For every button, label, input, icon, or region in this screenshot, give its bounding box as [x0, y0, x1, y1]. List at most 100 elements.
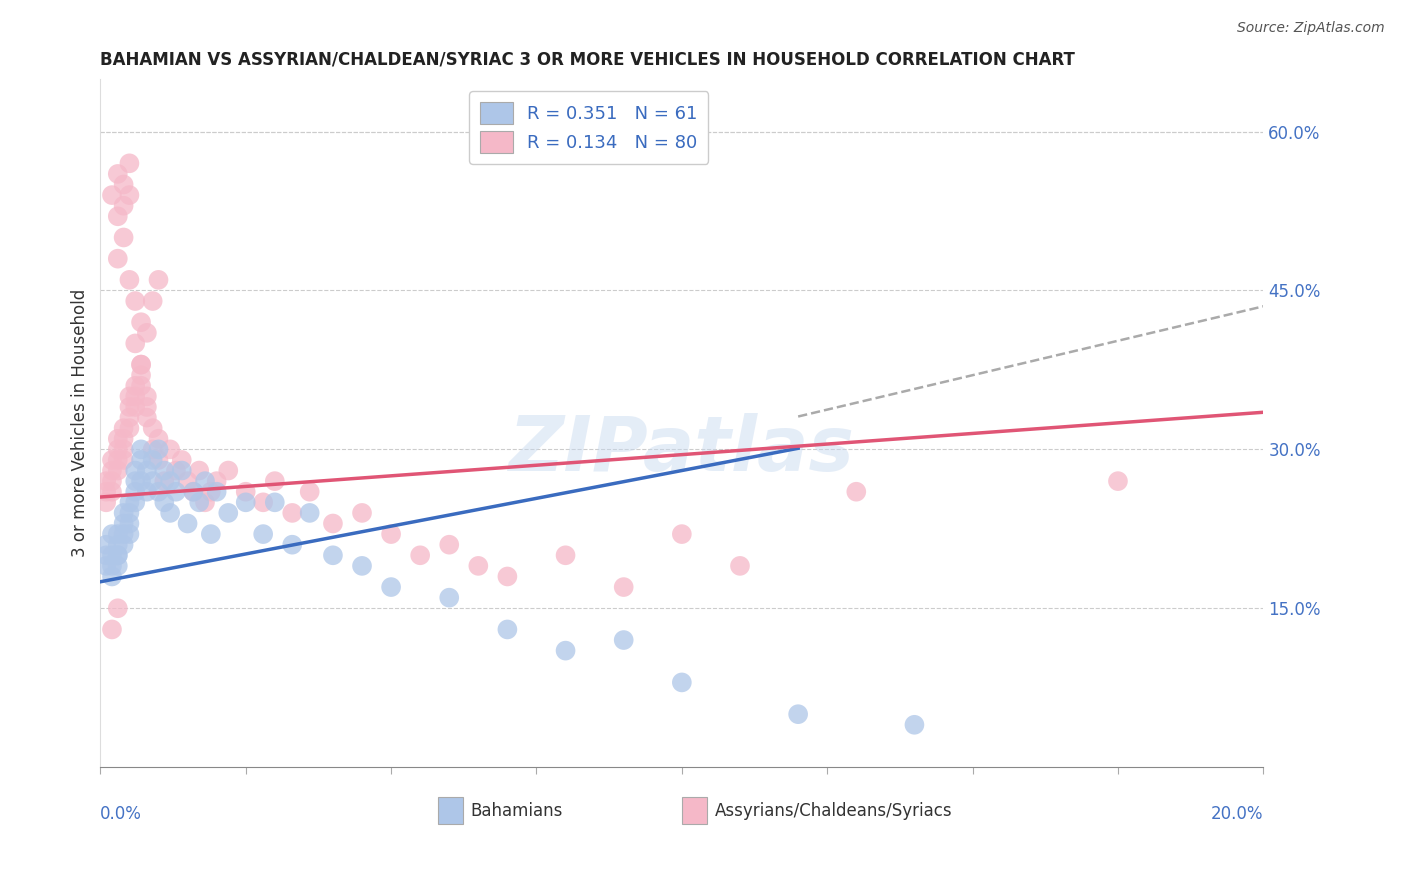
Point: [135, 400, 157, 414]
Point: [124, 464, 146, 478]
Point: [107, 167, 129, 181]
Point: [613, 580, 636, 594]
Point: [124, 474, 146, 488]
Point: [118, 421, 141, 435]
Point: [96, 474, 118, 488]
Text: Assyrians/Chaldeans/Syriacs: Assyrians/Chaldeans/Syriacs: [714, 802, 952, 820]
Point: [118, 516, 141, 531]
Point: [281, 506, 304, 520]
Point: [194, 474, 217, 488]
Point: [1107, 474, 1129, 488]
Point: [107, 558, 129, 573]
FancyBboxPatch shape: [437, 797, 463, 823]
Point: [554, 643, 576, 657]
Point: [165, 484, 187, 499]
Point: [409, 549, 432, 563]
Point: [200, 484, 222, 499]
Point: [101, 474, 124, 488]
Point: [112, 538, 135, 552]
Point: [165, 464, 187, 478]
Point: [205, 474, 228, 488]
Point: [170, 464, 193, 478]
Point: [153, 474, 176, 488]
Point: [129, 358, 152, 372]
Point: [159, 506, 181, 520]
Point: [107, 549, 129, 563]
Point: [118, 506, 141, 520]
Point: [96, 495, 118, 509]
Point: [142, 442, 165, 457]
Point: [159, 474, 181, 488]
Point: [496, 623, 519, 637]
Point: [112, 432, 135, 446]
Point: [159, 442, 181, 457]
Point: [252, 495, 274, 509]
Point: [135, 464, 157, 478]
Point: [118, 527, 141, 541]
Point: [205, 484, 228, 499]
Point: [124, 389, 146, 403]
Point: [129, 442, 152, 457]
Point: [671, 675, 693, 690]
Point: [148, 442, 170, 457]
Point: [142, 453, 165, 467]
Point: [101, 453, 124, 467]
Y-axis label: 3 or more Vehicles in Household: 3 or more Vehicles in Household: [72, 289, 89, 557]
Point: [101, 464, 124, 478]
Point: [112, 516, 135, 531]
Point: [142, 293, 165, 308]
Point: [129, 315, 152, 329]
Point: [107, 442, 129, 457]
Point: [124, 400, 146, 414]
Point: [350, 506, 373, 520]
Point: [148, 484, 170, 499]
Point: [118, 389, 141, 403]
Point: [107, 453, 129, 467]
FancyBboxPatch shape: [682, 797, 707, 823]
Point: [96, 538, 118, 552]
Point: [107, 432, 129, 446]
Point: [107, 252, 129, 266]
Point: [129, 474, 152, 488]
Point: [118, 410, 141, 425]
Point: [135, 326, 157, 340]
Point: [112, 230, 135, 244]
Point: [298, 484, 321, 499]
Point: [112, 178, 135, 192]
Point: [380, 580, 402, 594]
Point: [148, 273, 170, 287]
Point: [380, 527, 402, 541]
Point: [183, 484, 205, 499]
Point: [188, 464, 211, 478]
Point: [124, 495, 146, 509]
Point: [124, 336, 146, 351]
Point: [129, 358, 152, 372]
Point: [439, 538, 461, 552]
Point: [101, 558, 124, 573]
Point: [263, 495, 285, 509]
Point: [217, 506, 239, 520]
Point: [148, 453, 170, 467]
Point: [118, 188, 141, 202]
Point: [107, 549, 129, 563]
Point: [787, 707, 810, 722]
Point: [671, 527, 693, 541]
Point: [496, 569, 519, 583]
Point: [112, 199, 135, 213]
Point: [96, 549, 118, 563]
Point: [107, 209, 129, 223]
Point: [112, 506, 135, 520]
Point: [112, 453, 135, 467]
Point: [118, 156, 141, 170]
Point: [112, 527, 135, 541]
Text: Source: ZipAtlas.com: Source: ZipAtlas.com: [1237, 21, 1385, 35]
Point: [107, 527, 129, 541]
Point: [107, 538, 129, 552]
Point: [845, 484, 868, 499]
Point: [298, 506, 321, 520]
Point: [135, 410, 157, 425]
Point: [322, 516, 344, 531]
Text: Bahamians: Bahamians: [470, 802, 562, 820]
Point: [118, 495, 141, 509]
Point: [613, 633, 636, 648]
